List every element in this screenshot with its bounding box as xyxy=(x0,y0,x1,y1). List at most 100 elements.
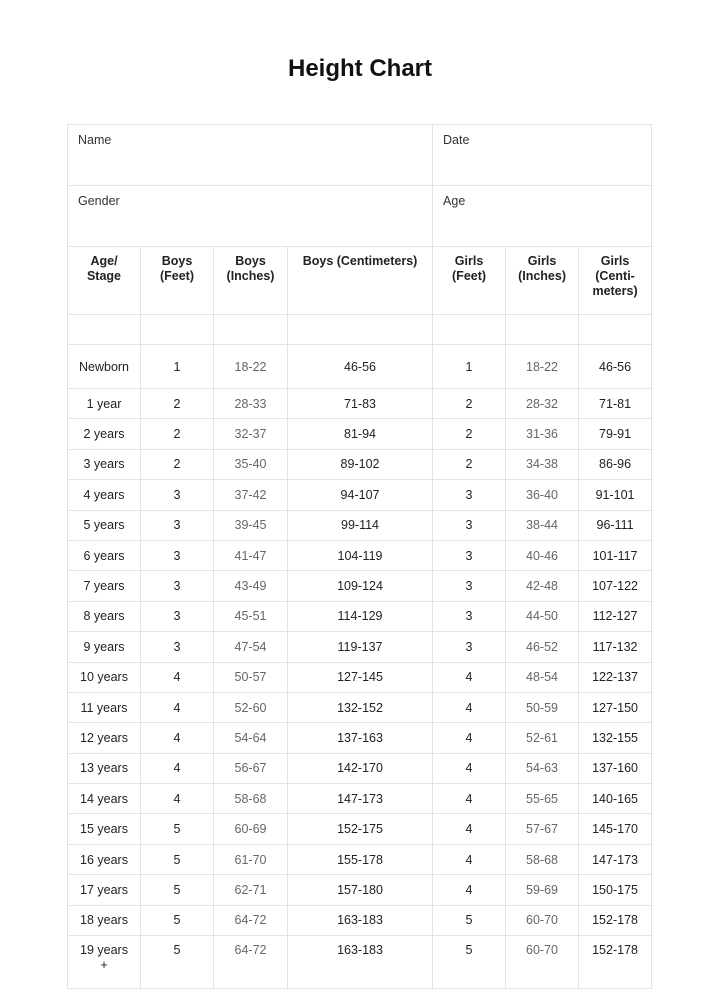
cell-girls-feet: 3 xyxy=(432,631,507,663)
cell-boys-inches: 64-72 xyxy=(213,904,288,937)
gender-label: Gender xyxy=(78,194,120,208)
table-row: 13 years 4 56-67 142-170 4 54-63 137-160 xyxy=(67,752,653,785)
cell-boys-cm: 152-175 xyxy=(286,813,434,845)
cell-boys-cm: 127-145 xyxy=(286,661,434,693)
cell-girls-cm: 46-56 xyxy=(578,344,653,389)
cell-age-stage: 6 years xyxy=(67,539,141,572)
cell-girls-feet: 2 xyxy=(432,418,507,450)
cell-girls-feet: 4 xyxy=(432,843,507,876)
cell-age-stage: 19 years + xyxy=(67,935,141,990)
cell-boys-feet: 2 xyxy=(140,448,214,481)
cell-girls-feet: 4 xyxy=(432,661,507,693)
table-row: 17 years 5 62-71 157-180 4 59-69 150-175 xyxy=(67,874,653,906)
table-row: 11 years 4 52-60 132-152 4 50-59 127-150 xyxy=(67,691,653,724)
gender-field[interactable]: Gender xyxy=(66,185,434,247)
cell-boys-feet: 5 xyxy=(140,935,214,990)
table-row: 5 years 3 39-45 99-114 3 38-44 96-111 xyxy=(67,509,653,541)
cell-girls-feet: 5 xyxy=(432,935,507,990)
cell-boys-cm: 163-183 xyxy=(286,935,434,990)
cell-girls-inches: 57-67 xyxy=(505,813,580,845)
cell-girls-feet: 4 xyxy=(432,691,507,724)
cell-girls-cm: 101-117 xyxy=(578,539,653,572)
cell-age-stage: 7 years xyxy=(67,570,141,602)
cell-girls-cm: 140-165 xyxy=(578,783,653,815)
cell-age-stage: 16 years xyxy=(67,843,141,876)
table-row: 7 years 3 43-49 109-124 3 42-48 107-122 xyxy=(67,570,653,602)
cell-boys-feet: 3 xyxy=(140,509,214,541)
cell-boys-inches: 28-33 xyxy=(213,387,288,420)
cell-age-stage: 2 years xyxy=(67,418,141,450)
cell-age-stage: 4 years xyxy=(67,479,141,511)
name-field[interactable]: Name xyxy=(66,124,434,186)
name-label: Name xyxy=(78,133,112,147)
cell-boys-inches: 52-60 xyxy=(213,691,288,724)
cell-girls-inches: 38-44 xyxy=(505,509,580,541)
table-row: 4 years 3 37-42 94-107 3 36-40 91-101 xyxy=(67,479,653,511)
cell-girls-cm: 137-160 xyxy=(578,752,653,785)
cell-age-stage: 18 years xyxy=(67,904,141,937)
cell-girls-inches: 36-40 xyxy=(505,479,580,511)
cell-boys-feet: 3 xyxy=(140,631,214,663)
cell-boys-cm: 157-180 xyxy=(286,874,434,906)
cell-boys-cm: 163-183 xyxy=(286,904,434,937)
cell-age-stage: 14 years xyxy=(67,783,141,815)
cell-age-stage: 17 years xyxy=(67,874,141,906)
cell-boys-cm: 155-178 xyxy=(286,843,434,876)
cell-girls-feet: 3 xyxy=(432,570,507,602)
cell-girls-cm: 79-91 xyxy=(578,418,653,450)
cell-girls-cm: 147-173 xyxy=(578,843,653,876)
table-row: 15 years 5 60-69 152-175 4 57-67 145-170 xyxy=(67,813,653,845)
cell-girls-cm: 122-137 xyxy=(578,661,653,693)
cell-boys-feet: 5 xyxy=(140,813,214,845)
table-row: 9 years 3 47-54 119-137 3 46-52 117-132 xyxy=(67,631,653,663)
cell-boys-cm: 46-56 xyxy=(286,344,434,389)
cell-age-stage: 10 years xyxy=(67,661,141,693)
cell-girls-inches: 48-54 xyxy=(505,661,580,693)
cell-age-stage: 1 year xyxy=(67,387,141,420)
cell-boys-cm: 119-137 xyxy=(286,631,434,663)
cell-boys-cm: 99-114 xyxy=(286,509,434,541)
cell-boys-inches: 62-71 xyxy=(213,874,288,906)
cell-girls-feet: 3 xyxy=(432,509,507,541)
table-row: 16 years 5 61-70 155-178 4 58-68 147-173 xyxy=(67,843,653,876)
cell-age-stage: 13 years xyxy=(67,752,141,785)
cell-boys-inches: 32-37 xyxy=(213,418,288,450)
cell-girls-inches: 46-52 xyxy=(505,631,580,663)
age-field[interactable]: Age xyxy=(432,185,653,247)
table-row: 12 years 4 54-64 137-163 4 52-61 132-155 xyxy=(67,722,653,754)
cell-girls-feet: 2 xyxy=(432,448,507,481)
cell-boys-feet: 4 xyxy=(140,661,214,693)
cell-boys-inches: 56-67 xyxy=(213,752,288,785)
cell-boys-feet: 4 xyxy=(140,722,214,754)
cell-girls-cm: 152-178 xyxy=(578,904,653,937)
cell-boys-cm: 142-170 xyxy=(286,752,434,785)
cell-boys-feet: 4 xyxy=(140,752,214,785)
cell-girls-cm: 117-132 xyxy=(578,631,653,663)
table-row: 2 years 2 32-37 81-94 2 31-36 79-91 xyxy=(67,418,653,450)
header-girls-cm: Girls (Centi-meters) xyxy=(578,246,653,315)
cell-boys-inches: 47-54 xyxy=(213,631,288,663)
cell-boys-cm: 132-152 xyxy=(286,691,434,724)
table-row: 6 years 3 41-47 104-119 3 40-46 101-117 xyxy=(67,539,653,572)
header-boys-cm: Boys (Centimeters) xyxy=(286,246,434,315)
cell-girls-cm: 96-111 xyxy=(578,509,653,541)
table-row: 18 years 5 64-72 163-183 5 60-70 152-178 xyxy=(67,904,653,937)
cell-age-stage: 3 years xyxy=(67,448,141,481)
cell-girls-feet: 4 xyxy=(432,752,507,785)
table-row: 3 years 2 35-40 89-102 2 34-38 86-96 xyxy=(67,448,653,481)
cell-boys-inches: 43-49 xyxy=(213,570,288,602)
cell-girls-feet: 1 xyxy=(432,344,507,389)
cell-boys-inches: 61-70 xyxy=(213,843,288,876)
cell-girls-feet: 5 xyxy=(432,904,507,937)
cell-boys-inches: 35-40 xyxy=(213,448,288,481)
cell-girls-inches: 59-69 xyxy=(505,874,580,906)
cell-girls-feet: 3 xyxy=(432,479,507,511)
cell-girls-cm: 86-96 xyxy=(578,448,653,481)
cell-girls-inches: 28-32 xyxy=(505,387,580,420)
cell-girls-feet: 4 xyxy=(432,813,507,845)
cell-boys-cm: 137-163 xyxy=(286,722,434,754)
cell-girls-feet: 3 xyxy=(432,600,507,633)
cell-girls-inches: 58-68 xyxy=(505,843,580,876)
date-field[interactable]: Date xyxy=(432,124,653,186)
cell-girls-inches: 34-38 xyxy=(505,448,580,481)
